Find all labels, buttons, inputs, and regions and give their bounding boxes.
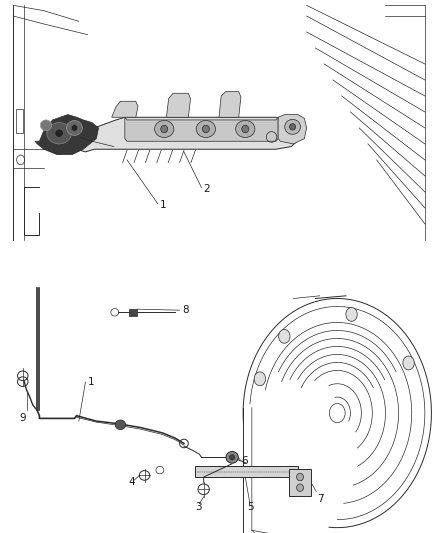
- Polygon shape: [112, 101, 138, 117]
- Text: 6: 6: [241, 456, 247, 466]
- Text: 8: 8: [182, 305, 188, 315]
- Text: 4: 4: [128, 478, 135, 487]
- Bar: [129, 309, 137, 316]
- Ellipse shape: [285, 119, 300, 134]
- Text: 5: 5: [247, 503, 254, 512]
- Ellipse shape: [161, 125, 168, 133]
- Ellipse shape: [47, 123, 71, 144]
- Ellipse shape: [226, 451, 238, 463]
- Text: 1: 1: [160, 200, 166, 210]
- Ellipse shape: [202, 125, 209, 133]
- Ellipse shape: [196, 120, 215, 138]
- Ellipse shape: [230, 455, 235, 460]
- Ellipse shape: [346, 308, 357, 321]
- Polygon shape: [166, 93, 191, 117]
- Ellipse shape: [254, 372, 265, 386]
- Polygon shape: [289, 469, 311, 496]
- Text: 1: 1: [88, 377, 94, 387]
- Polygon shape: [219, 92, 241, 117]
- Polygon shape: [125, 117, 278, 141]
- Ellipse shape: [279, 329, 290, 343]
- Ellipse shape: [115, 420, 126, 430]
- Polygon shape: [195, 466, 298, 477]
- Text: 9: 9: [19, 414, 26, 423]
- Ellipse shape: [297, 484, 304, 491]
- Ellipse shape: [242, 125, 249, 133]
- Text: 7: 7: [318, 495, 324, 504]
- Ellipse shape: [40, 120, 52, 131]
- Ellipse shape: [155, 120, 174, 138]
- Polygon shape: [72, 117, 300, 152]
- Ellipse shape: [236, 120, 255, 138]
- Ellipse shape: [403, 356, 414, 370]
- Text: 3: 3: [194, 503, 201, 512]
- Ellipse shape: [297, 473, 304, 481]
- Text: 2: 2: [204, 184, 210, 194]
- Bar: [16, 109, 23, 133]
- Polygon shape: [35, 115, 99, 155]
- Ellipse shape: [55, 129, 64, 138]
- Ellipse shape: [71, 125, 78, 131]
- Polygon shape: [278, 115, 307, 144]
- Ellipse shape: [67, 120, 82, 135]
- Ellipse shape: [290, 124, 296, 130]
